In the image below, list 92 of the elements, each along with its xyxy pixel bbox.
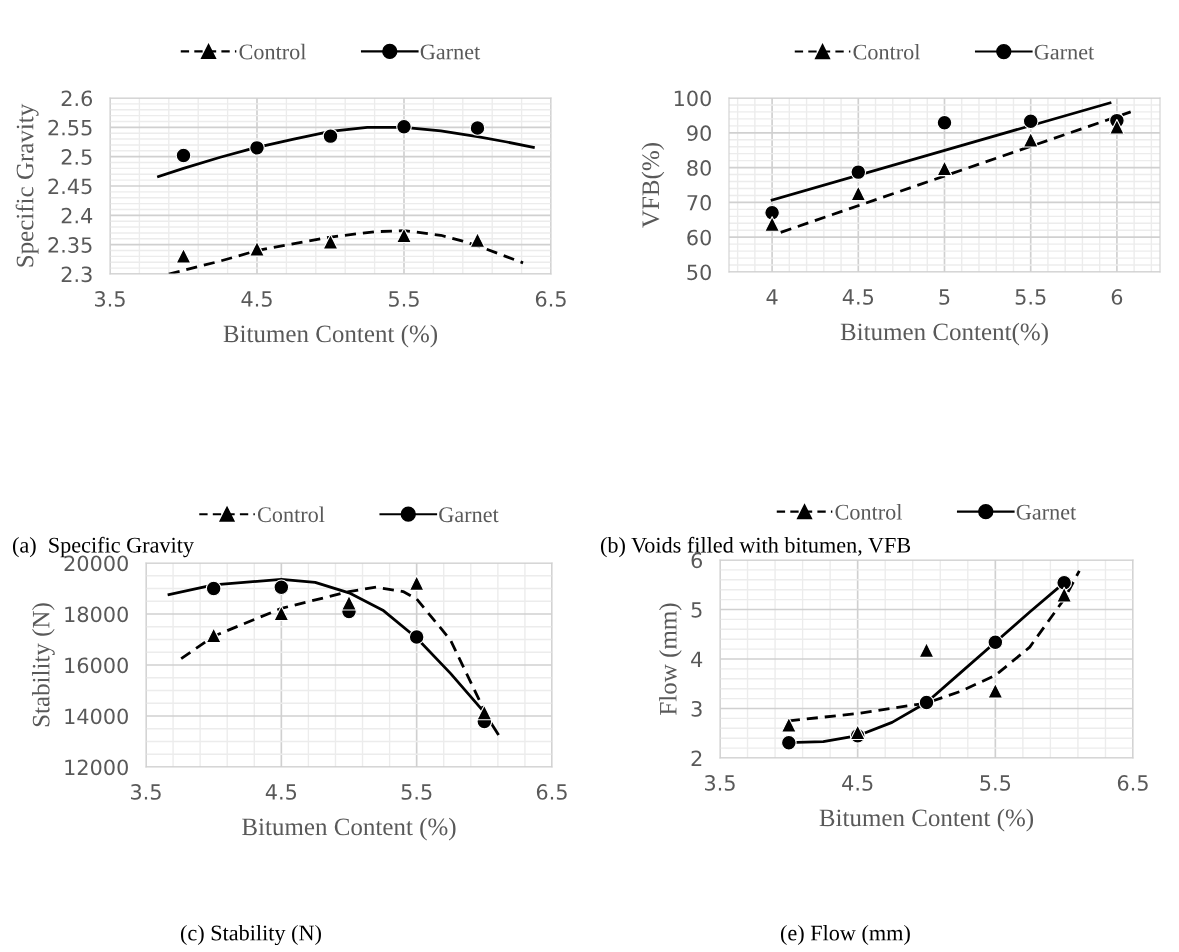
point [249, 240, 265, 257]
legend-label: Garnet [420, 44, 481, 60]
point [396, 227, 412, 244]
point [396, 118, 412, 135]
legend-label: Control [835, 504, 902, 520]
y-tick-label: 2.3 [61, 266, 92, 283]
x-tick-label: 4.5 [842, 775, 873, 791]
point [205, 627, 222, 644]
y-tick-label: 100 [674, 90, 711, 107]
point [205, 580, 222, 597]
x-axis-title: Bitumen Content (%) [242, 817, 456, 841]
legend-label: Garnet [1016, 504, 1077, 520]
x-tick-label: 6.5 [1117, 775, 1148, 791]
y-tick-label: 2.6 [61, 90, 93, 107]
point [322, 233, 339, 250]
y-tick-label: 90 [687, 125, 711, 142]
point [175, 147, 192, 164]
point [322, 128, 339, 144]
y-tick-label: 3 [691, 700, 702, 717]
point [987, 682, 1004, 699]
x-tick-label: 5.5 [1015, 289, 1046, 305]
legend-label: Control [257, 506, 325, 523]
point [936, 160, 953, 177]
text: (e) Flow (mm) [780, 924, 910, 946]
y-tick-label: 16000 [65, 657, 128, 674]
point [1056, 574, 1073, 591]
legend-label: Control [239, 43, 306, 60]
y-tick-label: 4 [691, 651, 703, 667]
point [764, 216, 780, 232]
y-tick-label: 70 [687, 194, 711, 211]
y-tick-label: 2 [691, 750, 702, 766]
point [273, 605, 290, 622]
y-tick-label: 18000 [65, 606, 128, 623]
x-axis-title: Bitumen Content(%) [840, 322, 1048, 346]
point [1056, 586, 1073, 603]
y-tick-label: 2.45 [48, 178, 92, 195]
y-tick-label: 14000 [65, 708, 128, 725]
x-tick-label: 5.5 [401, 784, 432, 800]
point [1022, 131, 1039, 148]
point [469, 232, 486, 248]
y-tick-label: 2.35 [48, 237, 92, 253]
point [249, 140, 265, 156]
point [1022, 113, 1039, 130]
y-axis-title: Specific Gravity [15, 103, 39, 267]
legend-label: Garnet [1034, 44, 1095, 60]
y-tick-label: 50 [687, 264, 711, 281]
legend-label: Garnet [439, 507, 499, 523]
point [476, 704, 493, 721]
point [1109, 119, 1125, 135]
x-tick-label: 5.5 [980, 775, 1011, 791]
x-tick-label: 6.5 [535, 291, 566, 307]
x-tick-label: 4.5 [265, 784, 297, 800]
x-axis-title: Bitumen Content (%) [819, 808, 1034, 832]
point [780, 734, 797, 751]
y-tick-label: 2.5 [61, 149, 92, 165]
y-tick-label: 5 [691, 602, 702, 618]
point [408, 575, 425, 591]
line-series [167, 577, 500, 736]
legend-label: Control [853, 43, 920, 60]
line-series [167, 229, 525, 274]
x-tick-label: 4.5 [241, 291, 272, 307]
y-axis-title: Stability (N) [31, 603, 55, 727]
y-tick-label: 60 [687, 229, 711, 246]
y-axis-title: VFB(%) [641, 143, 665, 228]
x-tick-label: 5 [939, 289, 950, 305]
y-tick-label: 12000 [65, 759, 128, 776]
y-tick-label: 2.55 [48, 119, 92, 136]
point [469, 120, 486, 136]
point [987, 634, 1004, 651]
point [936, 114, 953, 131]
point [764, 205, 780, 221]
x-tick-label: 3.5 [95, 291, 125, 307]
x-tick-label: 4 [766, 289, 778, 305]
x-axis-title: Bitumen Content (%) [223, 324, 438, 348]
x-tick-label: 5.5 [389, 291, 419, 307]
point [408, 629, 425, 645]
point [273, 579, 290, 596]
x-tick-label: 4.5 [842, 289, 874, 305]
point [850, 164, 867, 180]
text: (c) Stability (N) [180, 924, 321, 946]
x-tick-label: 3.5 [131, 784, 161, 800]
point [780, 716, 797, 733]
point [918, 694, 935, 711]
x-tick-label: 6.5 [536, 784, 567, 800]
point [850, 185, 867, 202]
y-axis-title: Flow (mm) [659, 603, 682, 715]
point [918, 642, 935, 658]
point [341, 594, 357, 611]
y-tick-label: 80 [687, 160, 711, 176]
y-tick-label: 2.4 [61, 207, 93, 224]
x-tick-label: 6 [1111, 289, 1123, 305]
x-tick-label: 3.5 [705, 775, 735, 791]
